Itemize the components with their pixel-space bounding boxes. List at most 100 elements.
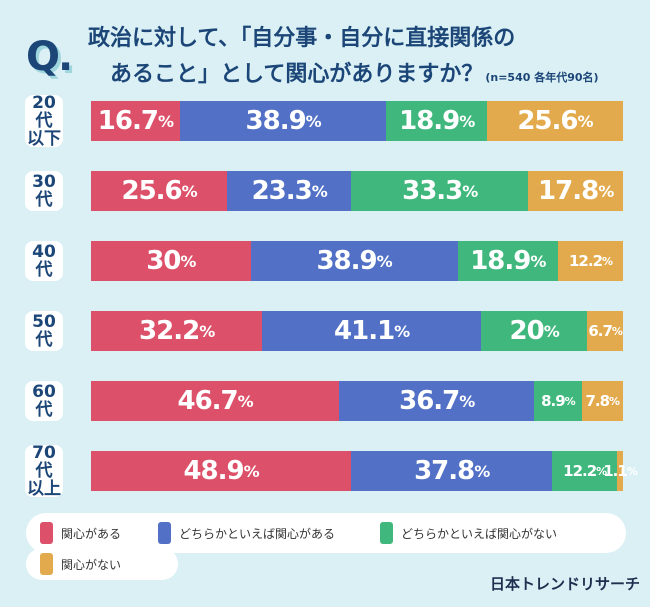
category-label: 20代 以下: [25, 93, 63, 149]
data-label-unit: %: [626, 464, 638, 478]
category-label: 60代: [25, 381, 63, 421]
data-label-unit: %: [459, 111, 475, 131]
data-label: 41.1: [334, 316, 395, 346]
sample-note: (n=540 各年代90名): [485, 71, 599, 84]
legend-swatch: [40, 522, 53, 544]
bar-segment: 30%: [91, 241, 251, 281]
bar-segment: 32.2%: [91, 311, 263, 351]
stacked-bar: 25.6% 23.3% 33.3% 17.8%: [91, 171, 623, 211]
data-label: 18.9: [399, 106, 460, 136]
bar-row: 50代 32.2% 41.1% 20% 6.7%: [0, 308, 650, 354]
stacked-bar: 46.7% 36.7% 8.9% 7.8%: [91, 381, 623, 421]
bar-segment: 38.9%: [250, 241, 458, 281]
bar-segment: 18.9%: [457, 241, 559, 281]
stacked-bar: 48.9% 37.8% 12.2% 1.1%: [91, 451, 638, 491]
legend-label: 関心がない: [61, 557, 122, 572]
bar-row: 70代 以上 48.9% 37.8% 12.2% 1.1%: [0, 443, 650, 498]
title-line-2: あること」として関心がありますか？ (n=540 各年代90名): [110, 56, 599, 88]
bar-segment: 23.3%: [227, 171, 352, 211]
legend-item: どちらかといえば関心がある: [158, 522, 335, 544]
legend-item: どちらかといえば関心がない: [380, 522, 557, 544]
data-label: 20: [509, 316, 545, 346]
legend-label: 関心がある: [61, 526, 122, 541]
data-label: 38.9: [316, 246, 377, 276]
bar-row: 60代 46.7% 36.7% 8.9% 7.8%: [0, 378, 650, 424]
bar-segment: 20%: [480, 311, 588, 351]
bar-segment: 36.7%: [339, 381, 535, 421]
category-label: 30代: [25, 171, 63, 211]
data-label-unit: %: [564, 394, 576, 408]
bar-row: 40代 30% 38.9% 18.9% 12.2%: [0, 238, 650, 284]
data-label: 23.3: [251, 176, 313, 206]
legend: [26, 513, 626, 553]
data-label-unit: %: [577, 111, 594, 131]
data-label: 37.8: [414, 456, 475, 486]
data-label-unit: %: [530, 251, 546, 271]
data-label: 8.9: [541, 392, 566, 410]
data-label: 36.7: [399, 386, 460, 416]
category-label-line: 以下: [27, 129, 61, 149]
category-label-line: 40代: [32, 242, 56, 280]
data-label-unit: %: [311, 181, 328, 201]
data-label-unit: %: [376, 251, 393, 271]
data-label: 18.9: [470, 246, 531, 276]
bar-segment: 46.7%: [91, 381, 340, 421]
bar-segment: 38.9%: [179, 101, 387, 141]
data-label-unit: %: [598, 181, 614, 201]
data-label: 33.3: [402, 176, 463, 206]
data-label-unit: %: [602, 254, 613, 268]
data-label: 30: [146, 246, 181, 276]
legend-label: どちらかといえば関心がない: [401, 526, 558, 541]
bar-row: 20代 以下 16.7% 38.9% 18.9% 25.6%: [0, 93, 650, 149]
legend-item: 関心がある: [40, 522, 121, 544]
data-label-unit: %: [543, 321, 560, 341]
data-label-unit: %: [181, 181, 198, 201]
bar-segment: 17.8%: [528, 171, 623, 211]
data-label-unit: %: [459, 391, 475, 411]
data-label: 12.2: [569, 252, 603, 270]
data-label: 12.2: [563, 462, 597, 480]
category-label: 50代: [25, 311, 63, 351]
q-mark: Q.: [26, 34, 73, 80]
bar-segment: 12.2%: [558, 241, 623, 281]
category-label-line: 20代: [32, 93, 56, 131]
bar-segment: 37.8%: [351, 451, 553, 491]
data-label-unit: %: [611, 324, 623, 338]
data-label-unit: %: [243, 461, 260, 481]
bar-segment: 12.2%: [552, 451, 618, 491]
stacked-bar: 30% 38.9% 18.9% 12.2%: [91, 241, 623, 281]
title-line-1: 政治に対して、「自分事・自分に直接関係の: [88, 26, 516, 51]
data-label: 6.7: [588, 322, 613, 340]
data-label-unit: %: [609, 394, 620, 408]
data-label: 46.7: [177, 386, 239, 416]
title-text: あること」として関心がありますか？: [110, 62, 484, 87]
data-label-unit: %: [474, 461, 490, 481]
category-label: 70代 以上: [25, 443, 63, 498]
category-label-line: 70代: [32, 443, 56, 481]
legend-swatch: [158, 522, 171, 544]
category-label: 40代: [25, 241, 63, 281]
legend-swatch: [380, 522, 393, 544]
data-label: 17.8: [538, 176, 599, 206]
bar-segment: 8.9%: [534, 381, 582, 421]
data-label: 16.7: [97, 106, 159, 136]
category-label-line: 60代: [32, 382, 56, 420]
data-label-unit: %: [596, 464, 607, 478]
legend-item: 関心がない: [40, 553, 121, 575]
bar-segment: 1.1%: [603, 451, 638, 491]
bar-segment: 41.1%: [262, 311, 481, 351]
data-label: 25.6: [517, 106, 578, 136]
stacked-bar: 16.7% 38.9% 18.9% 25.6%: [91, 101, 623, 141]
data-label: 7.8: [585, 392, 610, 410]
bar-segment: 25.6%: [486, 101, 623, 141]
bar-segment: 25.6%: [91, 171, 228, 211]
bar-segment: 7.8%: [581, 381, 623, 421]
data-label-unit: %: [462, 181, 478, 201]
bar-segment: 6.7%: [587, 311, 623, 351]
data-label: 1.1: [603, 462, 628, 480]
data-label-unit: %: [199, 321, 215, 341]
data-label-unit: %: [394, 321, 410, 341]
data-label: 38.9: [245, 106, 307, 136]
bar-segment: 16.7%: [91, 101, 180, 141]
bar-segment: 18.9%: [386, 101, 487, 141]
